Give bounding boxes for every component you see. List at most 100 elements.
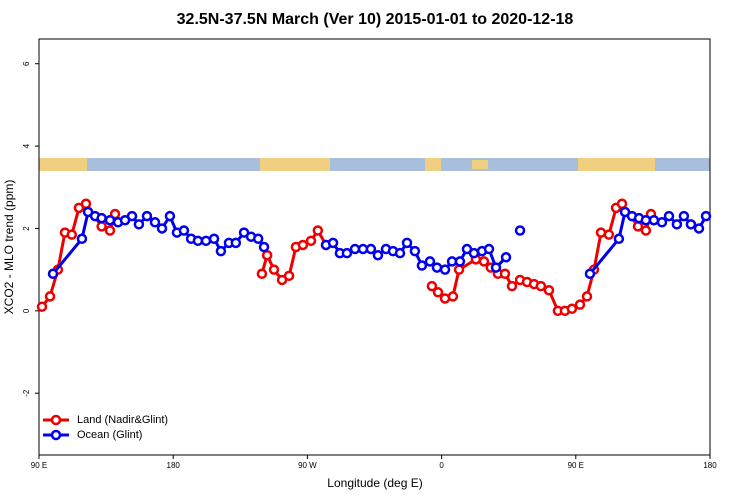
data-point xyxy=(483,243,495,255)
data-point xyxy=(36,301,48,312)
data-point xyxy=(394,247,406,259)
land-strip xyxy=(578,158,655,171)
legend-label: Ocean (Glint) xyxy=(77,429,142,441)
data-point xyxy=(685,219,697,230)
data-point xyxy=(365,243,377,255)
data-point xyxy=(283,270,295,282)
data-point xyxy=(543,284,555,296)
data-point xyxy=(500,252,512,263)
data-point xyxy=(468,247,480,259)
land-strip xyxy=(472,160,488,169)
data-point xyxy=(258,241,270,253)
data-point xyxy=(616,198,628,210)
data-point xyxy=(149,217,161,228)
y-tick-label: 2 xyxy=(22,226,31,231)
data-point xyxy=(178,225,190,236)
data-point xyxy=(439,264,451,275)
y-axis-label: XCO2 - MLO trend (ppm) xyxy=(2,180,16,315)
data-point xyxy=(44,291,56,302)
data-point xyxy=(305,235,317,247)
data-point xyxy=(447,291,459,302)
data-point xyxy=(566,303,578,315)
data-point xyxy=(431,262,443,273)
data-point xyxy=(192,235,204,247)
data-point xyxy=(640,225,652,236)
data-point xyxy=(663,210,675,222)
land-strip xyxy=(39,158,87,171)
data-point xyxy=(141,210,153,222)
data-point xyxy=(409,245,421,257)
data-point xyxy=(535,280,547,292)
data-point xyxy=(297,239,309,251)
data-point xyxy=(499,268,511,280)
data-point xyxy=(426,280,438,292)
data-point xyxy=(632,221,644,232)
data-point xyxy=(104,214,116,226)
data-point xyxy=(208,233,220,245)
data-point xyxy=(230,237,242,249)
chart-title: 32.5N-37.5N March (Ver 10) 2015-01-01 to… xyxy=(177,11,574,28)
data-point xyxy=(261,249,273,261)
y-tick-label: 0 xyxy=(22,308,31,313)
data-point xyxy=(47,268,59,280)
data-point xyxy=(640,214,652,226)
data-point xyxy=(126,210,138,222)
y-tick-label: 4 xyxy=(22,143,31,148)
land-strip xyxy=(260,158,330,171)
x-tick-label: 180 xyxy=(167,461,181,470)
x-tick-label: 180 xyxy=(703,461,717,470)
data-point xyxy=(478,256,490,267)
data-point xyxy=(514,225,526,236)
data-point xyxy=(581,291,593,302)
data-point xyxy=(156,223,168,234)
x-tick-label: 90 E xyxy=(31,461,47,470)
x-tick-label: 90 E xyxy=(568,461,584,470)
data-point xyxy=(252,233,264,245)
data-point xyxy=(454,256,466,267)
data-point xyxy=(678,210,690,222)
data-point xyxy=(584,268,596,280)
x-axis-label: Longitude (deg E) xyxy=(327,476,422,490)
data-point xyxy=(603,229,615,240)
y-tick-label: -2 xyxy=(22,389,31,397)
data-point xyxy=(164,210,176,222)
data-point xyxy=(432,287,444,298)
data-point xyxy=(312,225,324,236)
legend-marker xyxy=(50,414,62,426)
data-point xyxy=(671,219,683,230)
data-point xyxy=(506,280,518,292)
data-point xyxy=(349,243,361,255)
legend-label: Land (Nadir&Glint) xyxy=(77,414,168,426)
data-point xyxy=(693,223,705,234)
data-point xyxy=(96,221,107,232)
data-point xyxy=(341,247,353,259)
data-point xyxy=(327,237,339,249)
data-point xyxy=(80,198,92,210)
data-point xyxy=(76,233,88,245)
plot-frame xyxy=(38,38,711,456)
data-point xyxy=(574,299,586,310)
legend-marker xyxy=(50,429,62,441)
data-point xyxy=(453,264,465,275)
data-point xyxy=(490,262,502,273)
land-strip xyxy=(425,158,441,171)
data-point xyxy=(104,225,116,236)
data-point xyxy=(66,229,78,240)
data-point xyxy=(656,217,668,228)
data-point xyxy=(133,219,145,230)
x-tick-label: 0 xyxy=(439,461,444,470)
y-tick-label: 6 xyxy=(22,61,31,66)
data-point xyxy=(268,264,280,275)
data-point xyxy=(613,233,625,245)
x-tick-label: 90 W xyxy=(298,461,317,470)
data-point xyxy=(372,249,384,261)
data-point xyxy=(416,260,428,271)
land-ocean-strip xyxy=(39,158,710,171)
ocean-strip xyxy=(39,158,710,171)
data-point xyxy=(96,212,107,224)
data-point xyxy=(200,235,212,247)
data-point xyxy=(215,245,227,257)
data-point xyxy=(401,237,413,249)
